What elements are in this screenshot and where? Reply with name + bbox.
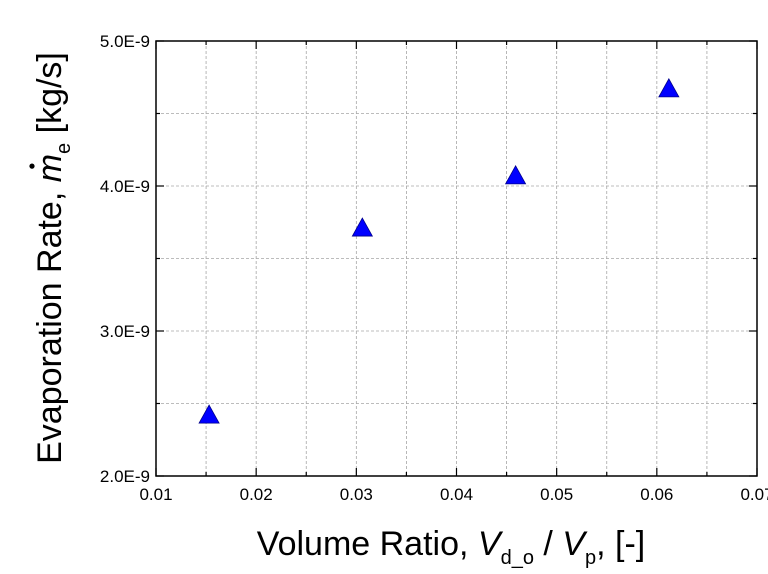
x-tick-label: 0.01 <box>139 485 172 504</box>
x-axis-separator: / <box>534 525 562 563</box>
x-tick-label: 0.07 <box>740 485 768 504</box>
x-axis-var2-sub: p <box>585 547 596 569</box>
x-tick-label: 0.05 <box>540 485 573 504</box>
y-axis-title: Evaporation Rate, me [kg/s] <box>31 52 75 464</box>
x-axis-title: Volume Ratio, Vd_o / Vp, [-] <box>257 525 645 569</box>
data-point-triangle <box>198 404 220 424</box>
data-point-triangle <box>351 217 374 237</box>
y-tick-label: 3.0E-9 <box>100 322 150 341</box>
x-axis-title-text: Volume Ratio, <box>257 525 478 563</box>
y-axis-title-tail: [kg/s] <box>31 52 69 143</box>
x-axis-title-tail: , [-] <box>596 525 645 563</box>
y-axis-symbol-dot <box>29 163 35 169</box>
tick-labels: 0.01 0.02 0.03 0.04 0.05 0.06 0.07 2.0E-9 3.0E-9… <box>100 32 768 504</box>
data-point-triangle <box>658 78 680 98</box>
y-tick-label: 2.0E-9 <box>100 467 150 486</box>
x-axis-var2: V <box>562 525 588 563</box>
x-tick-label: 0.06 <box>640 485 673 504</box>
plot-frame <box>155 40 758 477</box>
x-axis-var1-sub: d_o <box>501 547 534 569</box>
y-tick-label: 4.0E-9 <box>100 177 150 196</box>
y-axis-symbol-sub: e <box>53 143 75 154</box>
data-point-triangle <box>504 165 527 185</box>
x-axis-var1: V <box>478 525 504 563</box>
x-tick-label: 0.04 <box>440 485 473 504</box>
y-tick-label: 5.0E-9 <box>100 32 150 51</box>
y-axis-symbol: m <box>31 154 69 182</box>
data-points <box>198 78 680 424</box>
grid-lines <box>156 41 757 476</box>
x-tick-label: 0.02 <box>240 485 273 504</box>
y-axis-title-text: Evaporation Rate, <box>31 182 69 464</box>
x-tick-label: 0.03 <box>340 485 373 504</box>
